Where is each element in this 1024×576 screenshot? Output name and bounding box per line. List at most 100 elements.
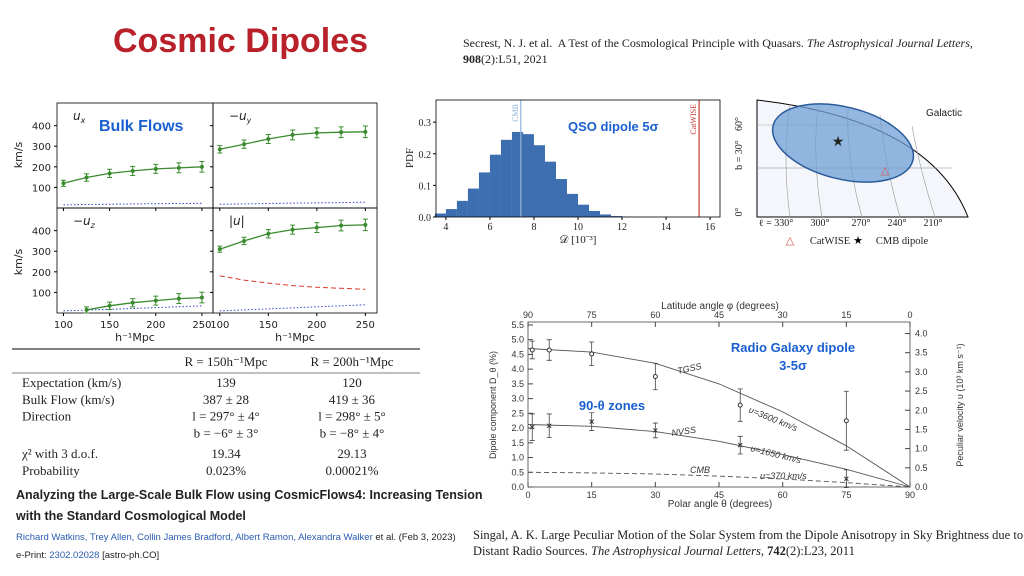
reference-part: Secrest, N. J. et al. A Test of the Cosm… [463,36,807,50]
flow-point [61,181,66,186]
table-header: R = 200h⁻¹Mpc [310,354,393,369]
flow-point [199,164,204,169]
reference-part: 742 [767,544,786,558]
panel-label: |u| [229,214,245,228]
table-cell: 19.34 [211,446,241,461]
reference-line: Distant Radio Sources. The Astrophysical… [473,544,855,558]
y-tick-label: 400 [32,227,51,238]
y-tick-label: 400 [32,122,51,133]
y2-tick-label: 3.0 [915,367,928,377]
x-axis-label: h⁻¹Mpc [275,331,315,344]
flow-point [339,130,344,135]
y-tick-label: 0.1 [419,181,432,192]
paper-title: with the Standard Cosmological Model [15,509,246,523]
y2-tick-label: 0.0 [915,482,928,492]
x-axis-label: Polar angle θ (degrees) [668,499,773,510]
table-cell: 0.023% [206,463,246,478]
x-tick-label: 100 [54,320,73,331]
y2-tick-label: 3.5 [915,348,928,358]
data-point [529,424,535,430]
reference-line-label: CMB [511,104,520,122]
hist-bar [456,200,468,217]
flow-point [176,296,181,301]
table-cell: 387 ± 28 [203,392,249,407]
y-tick-label: 100 [32,288,51,299]
hist-bar [467,188,479,217]
eprint-class: [astro-ph.CO] [99,550,159,561]
velocity-label: υ=370 km/s [760,471,807,481]
curve-label: TGSS [676,361,702,376]
x-tick-label: 4 [443,222,448,233]
y-tick-label: 200 [32,268,51,279]
eprint-label: e-Print: [16,550,49,561]
x2-axis-label: Latitude angle φ (degrees) [661,301,779,312]
reference-part: (2):L51, 2021 [481,52,548,66]
panel-frame [212,207,378,314]
reference-part: , [970,36,973,50]
x-tick-label: 0 [525,490,530,500]
data-point [737,442,743,448]
reference-line: Secrest, N. J. et al. A Test of the Cosm… [463,36,973,50]
reference-line: Singal, A. K. Large Peculiar Motion of t… [473,528,1023,542]
x-tick-label: 75 [841,490,851,500]
panel-label: −uy [229,109,252,125]
hist-bar [434,213,446,217]
hist-bar [555,179,567,217]
y-axis-label: km/s [12,141,25,168]
y-tick-label: 100 [32,183,51,194]
table-cell: 139 [216,375,236,390]
flow-point [266,137,271,142]
table-header: R = 150h⁻¹Mpc [184,354,267,369]
flow-point [130,300,135,305]
x-tick-label: 14 [661,222,671,233]
y-tick-label: 0.3 [419,118,432,129]
data-point [546,423,552,429]
hist-bar [544,161,556,217]
y-tick-label: 2.5 [511,408,524,418]
y2-axis-label: Peculiar velocity υ (10³ km s⁻¹) [955,343,965,466]
y-axis-label: Dipole component D_θ (%) [488,351,498,459]
panel-label: ux [73,109,86,125]
data-point [737,402,743,408]
x-tick-label: 200 [146,320,165,331]
table-row-label: χ² with 3 d.o.f. [21,446,98,461]
flow-line [86,296,202,311]
y-tick-label: 0.0 [419,213,432,224]
table-cell: 120 [342,375,362,390]
table-row-label: Expectation (km/s) [22,375,121,390]
hist-bar [478,172,490,217]
table-cell: 29.13 [337,446,366,461]
hist-bar [489,154,501,217]
model-line [219,275,366,290]
data-point [589,351,595,357]
y-tick-label: 3.5 [511,379,524,389]
x2-tick-label: 90 [523,310,533,320]
y-tick-label: 200 [32,163,51,174]
panel-symbol: −u [229,109,247,123]
data-point [546,347,552,353]
flow-point [363,222,368,227]
flow-point [107,303,112,308]
data-point [529,347,535,353]
reference-part: The Astrophysical Journal Letters [807,36,970,50]
flow-point [290,227,295,232]
reference-line: 908(2):L51, 2021 [463,52,548,66]
catwise-triangle: △ [881,165,890,177]
paper-eprint: e-Print: 2302.02028 [astro-ph.CO] [16,550,159,561]
y2-tick-label: 4.0 [915,329,928,339]
y-tick-label: 300 [32,247,51,258]
y-tick-label: 5.5 [511,320,524,330]
latitude-label: 60° [734,117,745,131]
panel-label: −uz [73,214,96,230]
y2-tick-label: 1.5 [915,424,928,434]
data-point [652,428,658,433]
slide-title: Cosmic Dipoles [113,22,368,60]
chart-annotation: 3-5σ [779,358,807,373]
hist-bar [611,216,623,217]
sky-map: ★ △ [756,99,969,218]
x-tick-label: 250 [356,320,375,331]
y-tick-label: 0.0 [511,482,524,492]
x2-tick-label: 45 [714,310,724,320]
flow-point [107,171,112,176]
